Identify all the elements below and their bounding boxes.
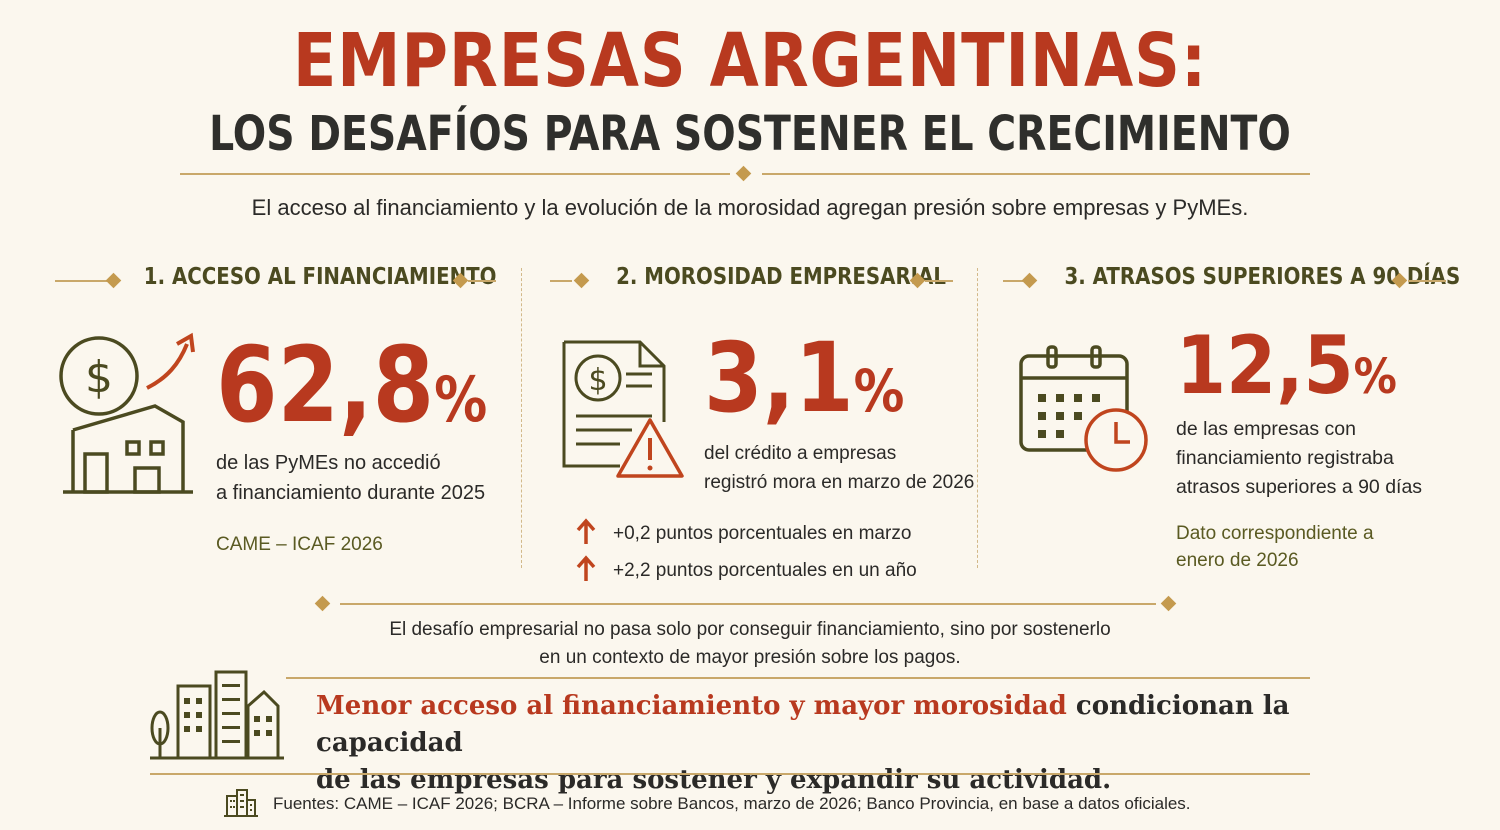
- stat-3-unit: %: [1353, 349, 1397, 405]
- page-title: EMPRESAS ARGENTINAS:: [292, 18, 1208, 104]
- challenge-rule: [340, 603, 1156, 605]
- sec3-diamond-left: [1021, 272, 1038, 289]
- sec2-diamond-left: [573, 272, 590, 289]
- sec1-rule-left: [55, 280, 110, 282]
- stat-3-note-line-1: Dato correspondiente a: [1176, 523, 1374, 544]
- stat-2-desc-line-2: registró mora en marzo de 2026: [704, 472, 975, 493]
- conclusion-rest-2: de las empresas para sostener y expandir…: [316, 765, 1112, 795]
- stat-3-value: 12,5%: [1176, 326, 1397, 406]
- arrow-up-icon: [576, 518, 596, 544]
- sec3-rule-right: [1408, 280, 1446, 282]
- column-divider-1: [521, 268, 522, 568]
- challenge-text: El desafío empresarial no pasa solo por …: [0, 616, 1500, 672]
- stat-1-desc-line-1: de las PyMEs no accedió: [216, 452, 441, 474]
- stat-3-note-line-2: enero de 2026: [1176, 550, 1299, 571]
- calendar-clock-icon: [1019, 345, 1148, 472]
- challenge-diamond-left: [314, 595, 331, 612]
- stat-3-desc-line-3: atrasos superiores a 90 días: [1176, 476, 1423, 498]
- stat-1-number: 62,8: [216, 324, 435, 446]
- column-divider-2: [977, 268, 978, 568]
- stat-1-source: CAME – ICAF 2026: [216, 534, 383, 555]
- stat-1-unit: %: [434, 363, 488, 436]
- stat-2-value: 3,1%: [704, 330, 904, 426]
- sec2-rule-right: [925, 280, 953, 282]
- stat-2-unit: %: [853, 358, 905, 425]
- conclusion-highlight: Menor acceso al financiamiento y mayor m…: [316, 691, 1067, 721]
- sec1-rule-right: [468, 280, 496, 282]
- section-3-heading: 3. ATRASOS SUPERIORES A 90 DÍAS: [1064, 264, 1461, 290]
- stat-2-bullet-1: +0,2 puntos porcentuales en marzo: [613, 523, 912, 544]
- section-1-heading: 1. ACCESO AL FINANCIAMIENTO: [143, 264, 497, 290]
- challenge-diamond-right: [1160, 595, 1177, 612]
- conclusion-rest-1: condicionan la capacidad: [316, 691, 1290, 758]
- stat-3-desc-line-1: de las empresas con: [1176, 418, 1356, 440]
- sources-text: Fuentes: CAME – ICAF 2026; BCRA – Inform…: [273, 794, 1191, 813]
- header-diamond: [735, 165, 752, 182]
- conclusion-rule-bottom: [150, 773, 1310, 775]
- house-money-growth-icon: $: [59, 332, 195, 494]
- svg-text:$: $: [588, 363, 607, 398]
- city-buildings-icon: [150, 670, 284, 760]
- header-rule-right: [762, 173, 1310, 175]
- stat-2-number: 3,1: [704, 322, 854, 434]
- building-icon: [224, 789, 258, 817]
- sec1-diamond-left: [105, 272, 122, 289]
- svg-text:$: $: [85, 352, 113, 403]
- conclusion-rule-top: [286, 677, 1310, 679]
- page-subtitle: LOS DESAFÍOS PARA SOSTENER EL CRECIMIENT…: [209, 106, 1291, 162]
- conclusion-text: Menor acceso al financiamiento y mayor m…: [316, 688, 1306, 799]
- arrow-up-icon: [576, 555, 596, 581]
- stat-1-value: 62,8%: [216, 333, 487, 437]
- header-rule-left: [180, 173, 730, 175]
- sec2-rule-left: [550, 280, 572, 282]
- stat-3-number: 12,5: [1176, 319, 1354, 412]
- document-warning-icon: $: [562, 340, 684, 478]
- sec3-rule-left: [1003, 280, 1023, 282]
- stat-2-desc-line-1: del crédito a empresas: [704, 443, 897, 464]
- stat-1-desc-line-2: a financiamiento durante 2025: [216, 482, 486, 504]
- section-2-heading: 2. MOROSIDAD EMPRESARIAL: [616, 264, 946, 290]
- challenge-line-1: El desafío empresarial no pasa solo por …: [389, 619, 1111, 640]
- lead-text: El acceso al financiamiento y la evoluci…: [251, 195, 1249, 220]
- stat-3-desc-line-2: financiamiento registraba: [1176, 447, 1394, 469]
- stat-2-bullet-2: +2,2 puntos porcentuales en un año: [613, 560, 917, 581]
- challenge-line-2: en un contexto de mayor presión sobre lo…: [539, 647, 961, 668]
